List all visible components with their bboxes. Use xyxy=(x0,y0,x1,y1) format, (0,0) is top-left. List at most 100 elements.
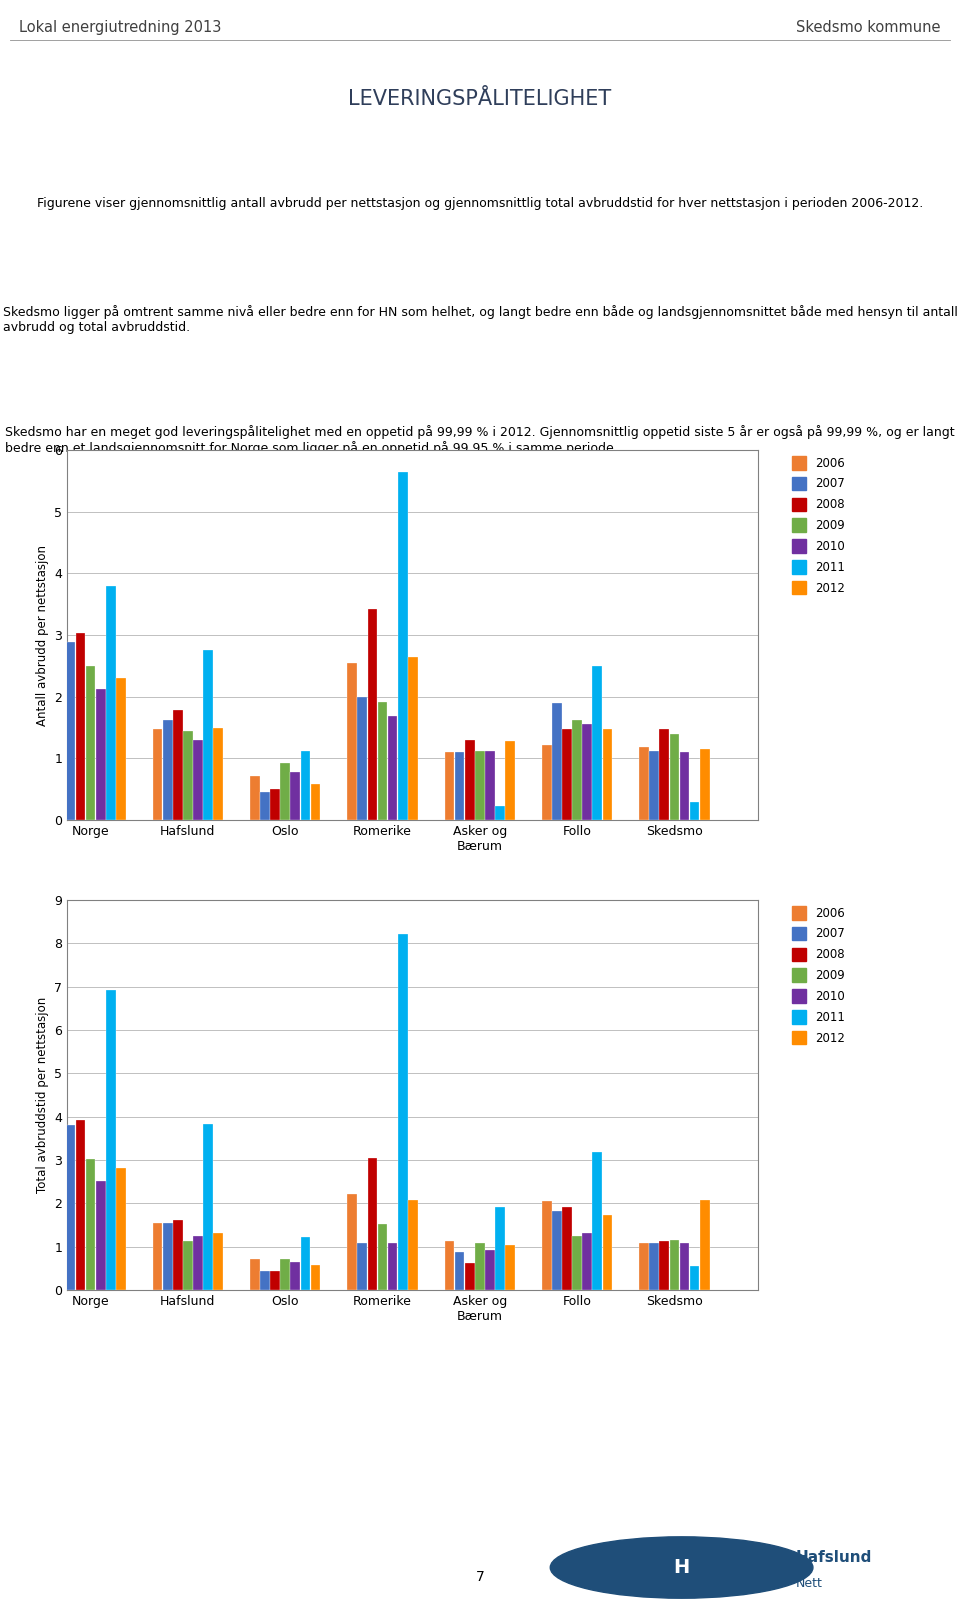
Bar xyxy=(700,1199,709,1290)
Circle shape xyxy=(550,1537,813,1598)
Bar xyxy=(542,745,552,819)
Text: Figurene viser gjennomsnittlig antall avbrudd per nettstasjon og gjennomsnittlig: Figurene viser gjennomsnittlig antall av… xyxy=(36,197,924,210)
Bar xyxy=(300,1238,310,1290)
Bar xyxy=(397,472,408,819)
Bar xyxy=(116,1168,126,1290)
Bar xyxy=(280,763,290,819)
Legend: 2006, 2007, 2008, 2009, 2010, 2011, 2012: 2006, 2007, 2008, 2009, 2010, 2011, 2012 xyxy=(792,456,846,595)
Bar xyxy=(563,1207,572,1290)
Bar xyxy=(444,751,454,819)
Bar xyxy=(552,1210,562,1290)
Bar xyxy=(291,772,300,819)
Text: H: H xyxy=(674,1558,689,1577)
Bar xyxy=(260,792,270,819)
Bar xyxy=(689,802,700,819)
Bar xyxy=(311,784,321,819)
Bar xyxy=(444,1241,454,1290)
Bar xyxy=(311,1265,321,1290)
Bar xyxy=(660,1241,669,1290)
Bar xyxy=(348,1194,357,1290)
Bar xyxy=(271,1270,280,1290)
Bar xyxy=(204,650,213,819)
Bar xyxy=(193,1236,203,1290)
Bar xyxy=(592,666,602,819)
Text: Skedsmo har en meget god leveringspålitelighet med en oppetid på 99,99 % i 2012.: Skedsmo har en meget god leveringspålite… xyxy=(5,425,955,454)
Bar xyxy=(173,711,182,819)
Bar xyxy=(291,1262,300,1290)
Bar xyxy=(639,1243,649,1290)
Bar xyxy=(572,1236,582,1290)
Bar xyxy=(163,721,173,819)
Bar xyxy=(408,656,418,819)
Bar xyxy=(495,1207,505,1290)
Bar xyxy=(368,1157,377,1290)
Bar xyxy=(563,729,572,819)
Bar xyxy=(485,751,494,819)
Bar xyxy=(348,663,357,819)
Bar xyxy=(465,740,474,819)
Bar xyxy=(475,751,485,819)
Bar xyxy=(669,1239,680,1290)
Bar xyxy=(106,585,115,819)
Bar xyxy=(65,643,75,819)
Bar xyxy=(388,716,397,819)
Bar xyxy=(388,1243,397,1290)
Bar xyxy=(377,1225,387,1290)
Bar xyxy=(649,1243,659,1290)
Bar xyxy=(603,1215,612,1290)
Legend: 2006, 2007, 2008, 2009, 2010, 2011, 2012: 2006, 2007, 2008, 2009, 2010, 2011, 2012 xyxy=(792,907,846,1044)
Bar xyxy=(552,703,562,819)
Bar xyxy=(505,1244,515,1290)
Bar xyxy=(660,729,669,819)
Bar xyxy=(465,1264,474,1290)
Bar xyxy=(455,751,465,819)
Bar xyxy=(689,1267,700,1290)
Bar xyxy=(583,724,592,819)
Bar xyxy=(183,1241,193,1290)
Bar xyxy=(163,1223,173,1290)
Bar xyxy=(250,1259,260,1290)
Y-axis label: Antall avbrudd per nettstasjon: Antall avbrudd per nettstasjon xyxy=(36,545,49,726)
Bar xyxy=(455,1252,465,1290)
Bar xyxy=(96,690,106,819)
Bar xyxy=(193,740,203,819)
Bar xyxy=(96,1181,106,1290)
Bar xyxy=(260,1270,270,1290)
Bar xyxy=(408,1199,418,1290)
Bar xyxy=(639,747,649,819)
Bar xyxy=(153,729,162,819)
Bar xyxy=(106,991,115,1290)
Text: LEVERINGSPÅLITELIGHET: LEVERINGSPÅLITELIGHET xyxy=(348,89,612,108)
Text: Lokal energiutredning 2013: Lokal energiutredning 2013 xyxy=(19,19,222,36)
Bar xyxy=(680,751,689,819)
Y-axis label: Total avbruddstid per nettstasjon: Total avbruddstid per nettstasjon xyxy=(36,997,49,1193)
Bar xyxy=(56,635,65,819)
Bar xyxy=(271,789,280,819)
Bar xyxy=(204,1125,213,1290)
Bar xyxy=(495,806,505,819)
Bar xyxy=(65,1125,75,1290)
Bar xyxy=(357,696,367,819)
Bar xyxy=(213,1233,223,1290)
Bar xyxy=(357,1243,367,1290)
Bar xyxy=(592,1152,602,1290)
Text: Skedsmo kommune: Skedsmo kommune xyxy=(796,19,941,36)
Text: 7: 7 xyxy=(475,1571,485,1584)
Bar xyxy=(76,633,85,819)
Bar xyxy=(700,750,709,819)
Text: Nett: Nett xyxy=(796,1577,823,1590)
Bar xyxy=(377,701,387,819)
Bar xyxy=(300,751,310,819)
Bar xyxy=(280,1259,290,1290)
Bar xyxy=(213,727,223,819)
Bar xyxy=(475,1243,485,1290)
Bar xyxy=(397,934,408,1290)
Bar xyxy=(649,751,659,819)
Bar xyxy=(250,776,260,819)
Bar xyxy=(505,742,515,819)
Bar xyxy=(153,1223,162,1290)
Text: Hafslund: Hafslund xyxy=(796,1550,872,1566)
Bar xyxy=(173,1220,182,1290)
Bar xyxy=(116,679,126,819)
Bar xyxy=(85,1159,95,1290)
